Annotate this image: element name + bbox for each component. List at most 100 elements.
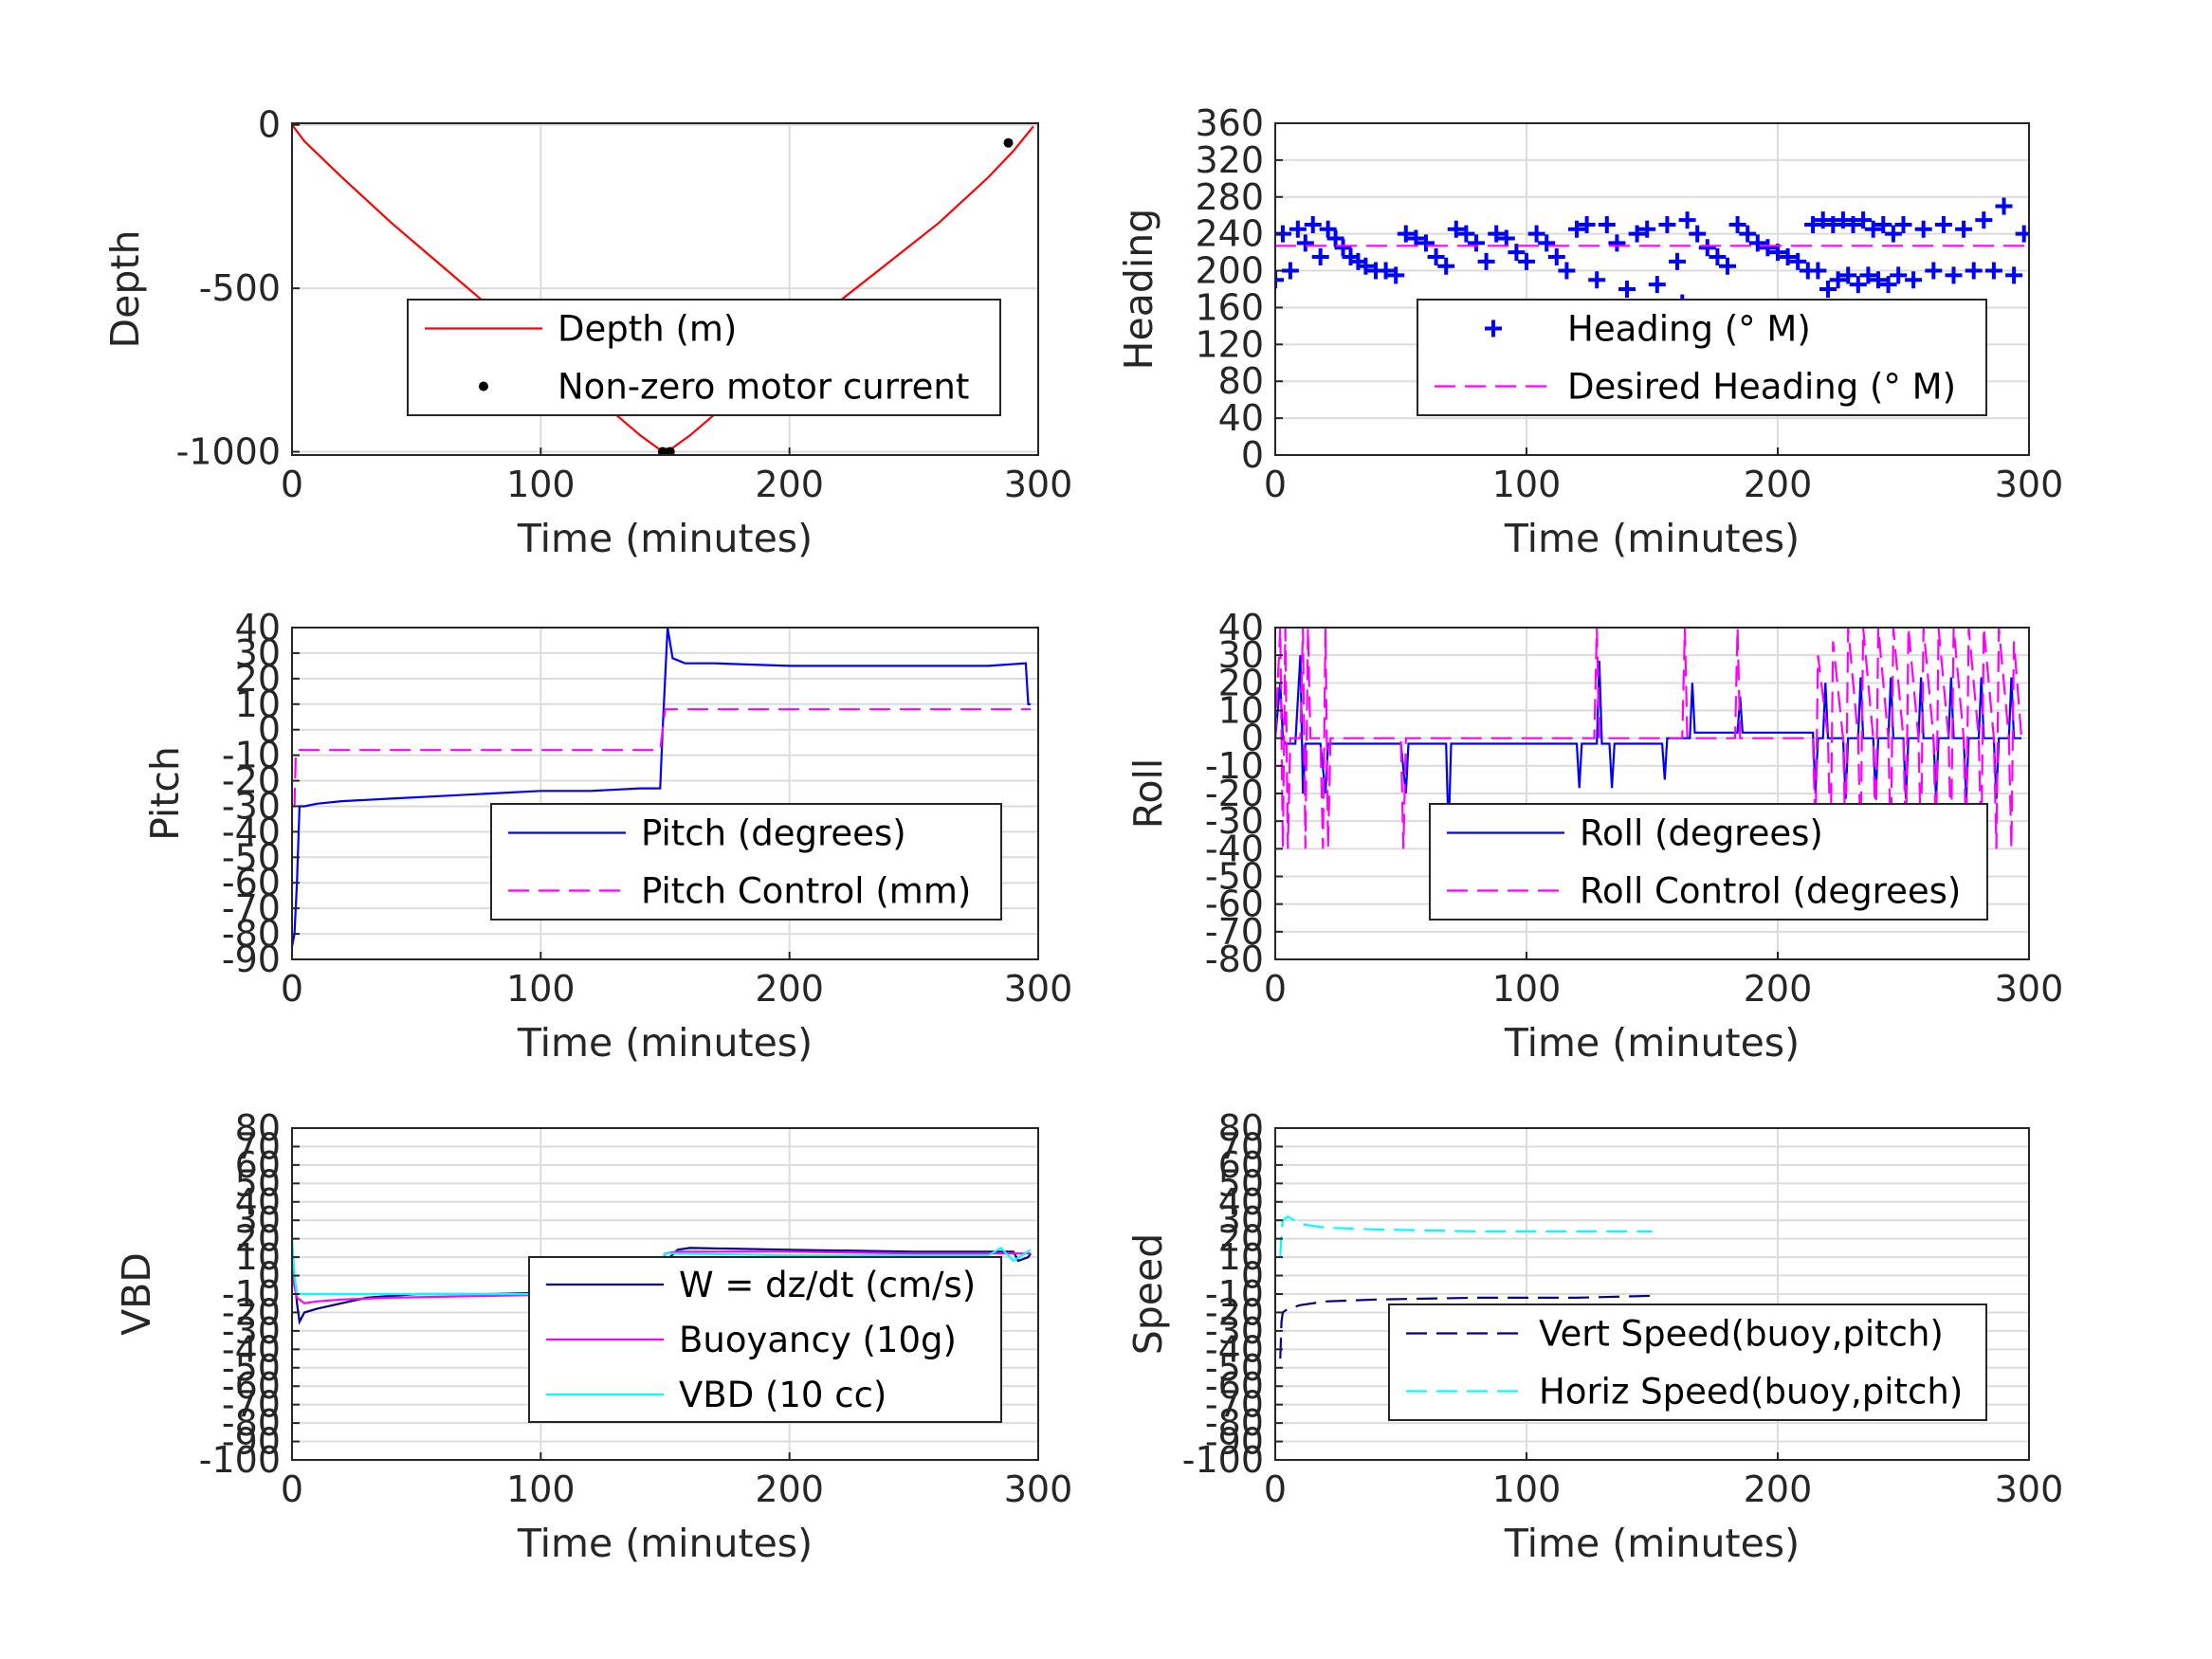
series-heading-0-point: [1457, 225, 1475, 243]
legend-swatch: [479, 381, 488, 392]
series-heading-0-point: [1518, 252, 1535, 270]
x-tick-label: 0: [281, 464, 303, 505]
y-tick-label: -40: [1205, 1328, 1264, 1370]
series-heading-0-point: [1377, 262, 1395, 280]
series-heading-0-point: [1995, 197, 2013, 215]
x-axis-label: Time (minutes): [1504, 1521, 1800, 1566]
series-heading-0-point: [1547, 247, 1565, 265]
series-heading-0-point: [1728, 215, 1746, 233]
series-heading-0-point: [1538, 234, 1556, 252]
series-heading-0-point: [1357, 257, 1375, 275]
y-tick-label: 0: [1241, 718, 1264, 759]
y-tick-label: 20: [1218, 662, 1264, 703]
panel-depth: 0 100 200 300 0 -500 -1000 Time (minutes) Depth D…: [102, 104, 1072, 561]
legend: Depth (m) Non-zero motor current: [407, 299, 1001, 416]
series-heading-0-point: [1304, 215, 1322, 233]
x-axis-label: Time (minutes): [517, 1020, 813, 1066]
legend-box: [1388, 1304, 1987, 1421]
y-tick-label: 60: [1218, 1144, 1264, 1186]
y-axis-label: VBD: [114, 1252, 159, 1336]
x-tick-label: 300: [1995, 464, 2064, 505]
y-axis-label: Speed: [1125, 1233, 1171, 1356]
series-heading-0-point: [1689, 225, 1707, 243]
y-tick-label: 30: [235, 1199, 281, 1241]
y-axis-label: Pitch: [142, 746, 188, 841]
x-tick-label: 200: [755, 464, 824, 505]
y-tick-label: -80: [1205, 939, 1264, 980]
series-roll-0-line: [1275, 655, 2022, 835]
x-tick-label: 0: [281, 1468, 303, 1510]
x-tick-label: 300: [1995, 968, 2064, 1010]
legend-box: [1417, 299, 1987, 416]
x-tick-label: 300: [1004, 1468, 1073, 1510]
y-tick-label: -80: [222, 1402, 281, 1444]
y-tick-label: 10: [1218, 1236, 1264, 1278]
series-heading-0-point: [1789, 252, 1807, 270]
legend-entry: Depth (m): [558, 309, 737, 350]
x-tick-label: 200: [1744, 968, 1813, 1010]
series-heading-0-point: [1311, 247, 1329, 265]
series-heading-0-point: [1578, 215, 1596, 233]
x-axis-label: Time (minutes): [517, 516, 813, 561]
series-heading-0-point: [1834, 211, 1852, 229]
series-heading-0-point: [1709, 247, 1727, 265]
y-tick-label: 70: [1218, 1125, 1264, 1167]
y-tick-label: -20: [1205, 1291, 1264, 1333]
y-tick-label: -70: [1205, 911, 1264, 953]
series-heading-0-point: [1658, 215, 1676, 233]
series-heading-0-point: [1975, 211, 1993, 229]
legend-entry: Vert Speed(buoy,pitch): [1539, 1314, 1944, 1355]
y-axis-label: Roll: [1125, 758, 1171, 830]
series-heading-0-point: [1844, 215, 1862, 233]
series-heading-0-point: [1289, 220, 1307, 238]
panel-vbd: 0 100 200 30080706050403020100-10-20-30-40-…: [114, 1107, 1072, 1566]
y-tick-label: -70: [222, 887, 281, 929]
series-heading-0-point: [1879, 276, 1897, 294]
series-speed-0-line: [1279, 1294, 1653, 1359]
series-depth-1-point: [665, 447, 675, 455]
y-tick-label: 30: [1218, 634, 1264, 676]
series-heading-0-point: [1527, 225, 1545, 243]
y-tick-label: -10: [222, 735, 281, 776]
series-heading-0-point: [1387, 266, 1405, 284]
y-tick-label: 0: [1241, 1255, 1264, 1297]
x-tick-label: 200: [755, 968, 824, 1010]
y-tick-label: -50: [222, 836, 281, 878]
series-heading-0-point: [1488, 225, 1506, 243]
y-tick-label: -50: [222, 1347, 281, 1389]
series-heading-0-point: [1874, 215, 1892, 233]
y-tick-label: 50: [1218, 1162, 1264, 1204]
series-heading-0-point: [1319, 220, 1337, 238]
legend-entry: Non-zero motor current: [558, 367, 969, 408]
series-heading-0-point: [1914, 220, 1932, 238]
series-heading-0-point: [1326, 229, 1344, 247]
series-heading-0-point: [1934, 215, 1952, 233]
series-heading-0-point: [1945, 266, 1963, 284]
y-tick-label: 20: [1218, 1218, 1264, 1260]
y-tick-label: 10: [235, 684, 281, 725]
plot-area: [1275, 628, 2023, 849]
series-heading-0-point: [1779, 247, 1797, 265]
y-tick-label: -30: [222, 785, 281, 827]
series-heading-0-point: [1859, 266, 1877, 284]
y-tick-label: -20: [222, 760, 281, 802]
series-heading-0-point: [1819, 281, 1837, 298]
series-heading-0-point: [1870, 271, 1887, 289]
series-heading-0-point: [1748, 234, 1766, 252]
y-tick-label: -70: [222, 1384, 281, 1426]
series-heading-0-point: [1397, 225, 1415, 243]
series-heading-0-point: [1965, 262, 1983, 280]
series-heading-0-point: [1824, 215, 1842, 233]
y-axis-label: Heading: [1116, 209, 1161, 371]
y-tick-label: 20: [235, 658, 281, 700]
y-tick-label: -40: [222, 811, 281, 852]
series-heading-0-point: [1598, 215, 1616, 233]
y-tick-label: -80: [222, 913, 281, 955]
y-tick-label: 0: [258, 709, 281, 751]
legend-entry: Heading (° M): [1567, 309, 1811, 350]
y-tick-label: -60: [222, 862, 281, 903]
x-tick-label: 100: [506, 1468, 576, 1510]
series-heading-0-point: [1905, 271, 1923, 289]
legend-entry: Pitch (degrees): [641, 813, 906, 854]
